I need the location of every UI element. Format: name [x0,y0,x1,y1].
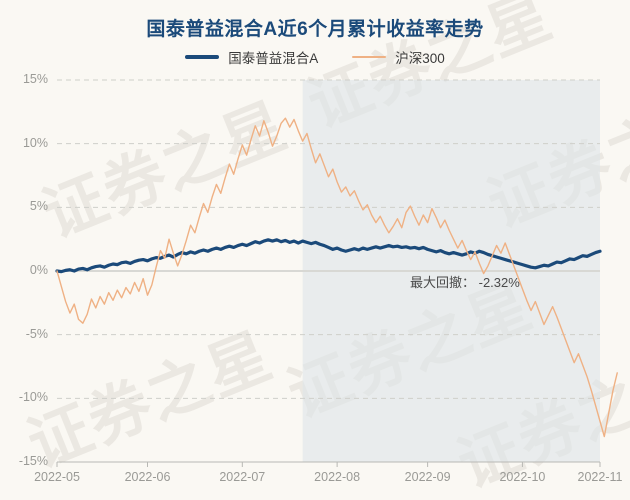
y-axis-tick-label: 10% [22,135,48,150]
series-line-benchmark [56,117,618,438]
y-axis-tick-label: -10% [18,390,48,405]
y-axis-tick-label: 5% [29,199,48,214]
x-axis-tick-label: 2022-05 [34,470,80,484]
y-axis-tick-label: -5% [25,326,48,341]
legend-label-benchmark: 沪深300 [395,51,445,66]
x-axis-tick-label: 2022-06 [124,470,171,484]
legend-swatch-fund [185,55,220,59]
legend-item-fund[interactable]: 国泰普益混合A [185,47,318,67]
y-axis-tick-label: 0% [29,263,48,277]
y-axis-tick-label: 15% [22,72,48,86]
x-axis-tick-label: 2022-11 [577,470,623,484]
series-line-fund [55,238,602,274]
x-axis-tick-label: 2022-07 [219,470,266,484]
chart-legend: 国泰普益混合A 沪深300 [0,47,630,67]
max-drawdown-annotation: 最大回撤： -2.32% [410,275,520,290]
legend-swatch-benchmark [352,56,387,58]
x-axis-tick-label: 2022-09 [404,470,451,484]
y-axis-tick-label: -15% [18,454,48,468]
page-title: 国泰普益混合A近6个月累计收益率走势 [146,19,484,40]
legend-label-fund: 国泰普益混合A [228,51,319,66]
legend-item-benchmark[interactable]: 沪深300 [352,47,445,67]
x-axis-tick-label: 2022-08 [314,470,361,484]
x-axis-tick-label: 2022-10 [499,470,546,484]
